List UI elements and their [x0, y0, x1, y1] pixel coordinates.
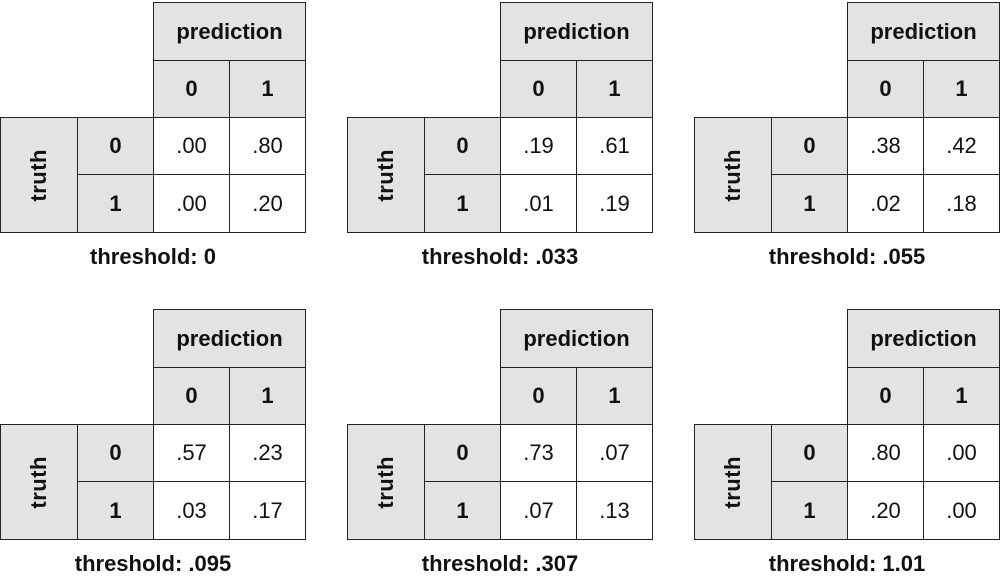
- true-positive-cell: .17: [229, 481, 306, 540]
- true-positive-cell: .20: [229, 174, 306, 233]
- truth-row-0-header: 0: [771, 424, 848, 482]
- threshold-caption: threshold: .095: [0, 551, 306, 577]
- false-positive-cell: .80: [229, 117, 306, 175]
- truth-header: truth: [347, 117, 425, 233]
- true-positive-cell: .19: [576, 174, 653, 233]
- confusion-matrix-panel: prediction 0 1 truth 0 1 .57 .23 .03 .17…: [0, 309, 306, 585]
- true-negative-cell: .73: [500, 424, 577, 482]
- prediction-header: prediction: [847, 2, 1000, 61]
- truth-label: truth: [373, 455, 398, 509]
- false-positive-cell: .61: [576, 117, 653, 175]
- prediction-header: prediction: [153, 309, 306, 368]
- threshold-value: .033: [535, 244, 579, 269]
- threshold-prefix: threshold:: [74, 551, 189, 576]
- threshold-caption: threshold: .033: [347, 244, 653, 270]
- prediction-header: prediction: [153, 2, 306, 61]
- confusion-matrix-panel: prediction 0 1 truth 0 1 .73 .07 .07 .13…: [347, 309, 653, 585]
- prediction-col-0-header: 0: [500, 60, 577, 118]
- false-negative-cell: .07: [500, 481, 577, 540]
- threshold-caption: threshold: 1.01: [694, 551, 1000, 577]
- false-negative-cell: .03: [153, 481, 230, 540]
- prediction-col-1-header: 1: [576, 60, 653, 118]
- prediction-col-1-header: 1: [576, 367, 653, 425]
- threshold-prefix: threshold:: [90, 244, 204, 269]
- truth-row-0-header: 0: [424, 424, 501, 482]
- truth-label: truth: [26, 455, 51, 509]
- false-positive-cell: .00: [923, 424, 1000, 482]
- confusion-matrix-panel: prediction 0 1 truth 0 1 .80 .00 .20 .00…: [694, 309, 1000, 585]
- prediction-col-0-header: 0: [847, 367, 924, 425]
- threshold-value: .095: [188, 551, 232, 576]
- threshold-value: .307: [535, 551, 579, 576]
- false-positive-cell: .42: [923, 117, 1000, 175]
- prediction-header: prediction: [500, 2, 653, 61]
- truth-row-1-header: 1: [424, 481, 501, 540]
- prediction-col-0-header: 0: [153, 367, 230, 425]
- truth-row-0-header: 0: [77, 424, 154, 482]
- truth-row-1-header: 1: [771, 174, 848, 233]
- threshold-caption: threshold: .055: [694, 244, 1000, 270]
- true-positive-cell: .13: [576, 481, 653, 540]
- truth-header: truth: [0, 424, 78, 540]
- prediction-col-1-header: 1: [923, 60, 1000, 118]
- truth-row-0-header: 0: [771, 117, 848, 175]
- truth-row-1-header: 1: [77, 174, 154, 233]
- truth-label: truth: [720, 455, 745, 509]
- truth-header: truth: [694, 117, 772, 233]
- confusion-matrix-panel: prediction 0 1 truth 0 1 .19 .61 .01 .19…: [347, 2, 653, 278]
- threshold-caption: threshold: 0: [0, 244, 306, 270]
- false-negative-cell: .02: [847, 174, 924, 233]
- threshold-caption: threshold: .307: [347, 551, 653, 577]
- truth-row-1-header: 1: [77, 481, 154, 540]
- confusion-matrix-panel: prediction 0 1 truth 0 1 .00 .80 .00 .20…: [0, 2, 306, 278]
- truth-label: truth: [720, 148, 745, 202]
- true-positive-cell: .00: [923, 481, 1000, 540]
- false-negative-cell: .20: [847, 481, 924, 540]
- true-negative-cell: .00: [153, 117, 230, 175]
- truth-row-1-header: 1: [771, 481, 848, 540]
- threshold-value: .055: [882, 244, 926, 269]
- true-negative-cell: .19: [500, 117, 577, 175]
- false-negative-cell: .01: [500, 174, 577, 233]
- confusion-matrix-panel: prediction 0 1 truth 0 1 .38 .42 .02 .18…: [694, 2, 1000, 278]
- true-negative-cell: .57: [153, 424, 230, 482]
- prediction-col-1-header: 1: [229, 367, 306, 425]
- truth-row-0-header: 0: [424, 117, 501, 175]
- truth-header: truth: [347, 424, 425, 540]
- prediction-col-1-header: 1: [923, 367, 1000, 425]
- prediction-col-0-header: 0: [847, 60, 924, 118]
- threshold-prefix: threshold:: [421, 244, 536, 269]
- prediction-col-0-header: 0: [153, 60, 230, 118]
- prediction-col-1-header: 1: [229, 60, 306, 118]
- true-positive-cell: .18: [923, 174, 1000, 233]
- false-positive-cell: .23: [229, 424, 306, 482]
- true-negative-cell: .80: [847, 424, 924, 482]
- threshold-prefix: threshold:: [421, 551, 536, 576]
- truth-header: truth: [694, 424, 772, 540]
- false-positive-cell: .07: [576, 424, 653, 482]
- true-negative-cell: .38: [847, 117, 924, 175]
- truth-label: truth: [26, 148, 51, 202]
- threshold-prefix: threshold:: [768, 244, 883, 269]
- threshold-value: 1.01: [882, 551, 926, 576]
- prediction-header: prediction: [500, 309, 653, 368]
- truth-row-0-header: 0: [77, 117, 154, 175]
- truth-header: truth: [0, 117, 78, 233]
- prediction-col-0-header: 0: [500, 367, 577, 425]
- prediction-header: prediction: [847, 309, 1000, 368]
- truth-label: truth: [373, 148, 398, 202]
- truth-row-1-header: 1: [424, 174, 501, 233]
- threshold-prefix: threshold:: [768, 551, 883, 576]
- false-negative-cell: .00: [153, 174, 230, 233]
- threshold-value: 0: [203, 244, 216, 269]
